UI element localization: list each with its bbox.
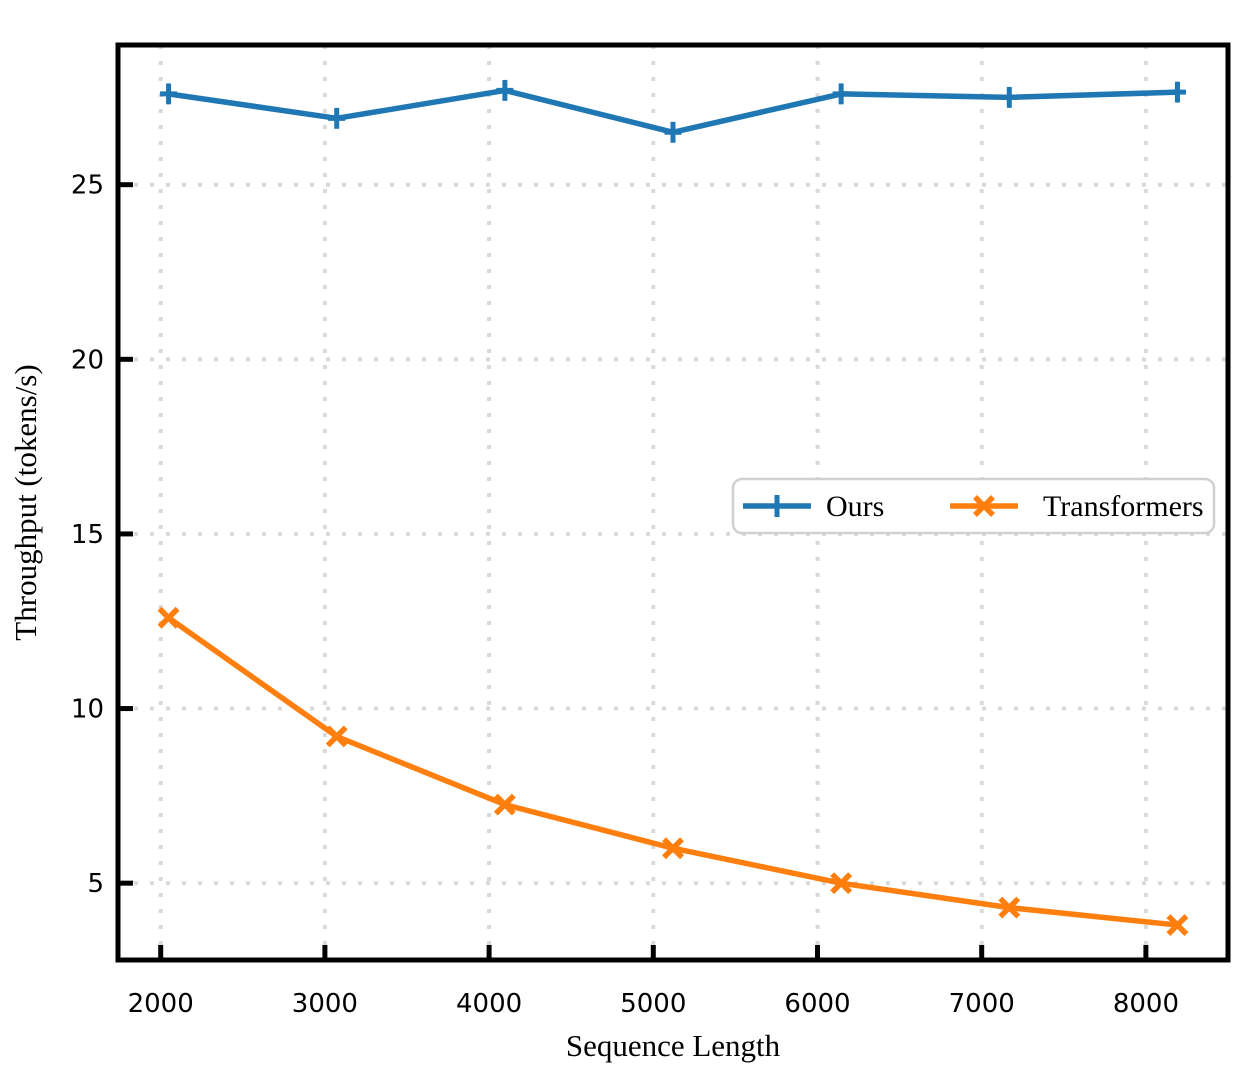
x-tick-label: 8000 [1113, 989, 1179, 1019]
x-tick-label: 5000 [620, 989, 686, 1019]
legend-entry-transformers [950, 495, 1018, 517]
series-line [165, 614, 1181, 928]
x-tick-label: 7000 [949, 989, 1015, 1019]
legend-label-transformers: Transformers [1043, 490, 1204, 523]
tick-marks [118, 182, 1149, 960]
x-marker [325, 725, 348, 748]
y-tick-label: 25 [71, 171, 104, 201]
legend-label-ours: Ours [826, 490, 884, 523]
y-tick-label: 20 [71, 345, 104, 375]
x-marker [157, 606, 180, 629]
y-tick-label: 15 [71, 520, 104, 550]
x-marker [493, 793, 516, 816]
y-axis-label: Throughput (tokens/s) [8, 364, 43, 640]
x-tick-label: 4000 [456, 989, 522, 1019]
plot-frame [115, 42, 1231, 963]
x-marker [973, 495, 995, 517]
series-transformers [157, 606, 1189, 937]
legend: Ours Transformers [731, 477, 1216, 535]
x-axis-label: Sequence Length [566, 1028, 781, 1063]
x-marker [1166, 914, 1189, 937]
x-marker [662, 837, 684, 860]
series-ours [160, 79, 1186, 143]
y-tick-label: 5 [87, 869, 104, 899]
x-tick-label: 6000 [784, 989, 850, 1019]
x-marker [998, 896, 1021, 919]
y-tick-label: 10 [71, 695, 104, 725]
x-marker [830, 872, 853, 895]
x-tick-label: 2000 [128, 989, 194, 1019]
x-tick-label: 3000 [292, 989, 358, 1019]
legend-entry-ours [743, 495, 811, 517]
